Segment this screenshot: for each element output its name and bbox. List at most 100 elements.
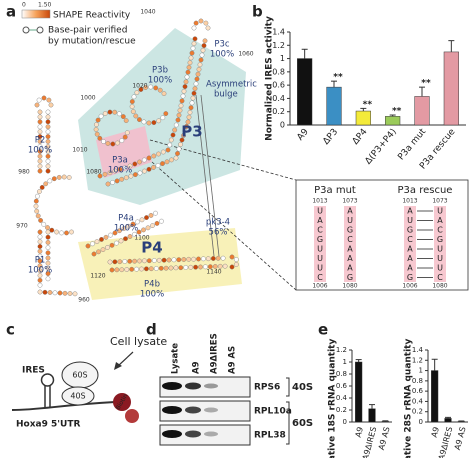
panel-label: b xyxy=(252,3,263,21)
nucleotide-letter: U xyxy=(437,254,443,263)
helix-name: P1 xyxy=(35,256,46,266)
nucleotide xyxy=(112,109,118,115)
nucleotide xyxy=(122,259,128,264)
nucleotide-letter: A xyxy=(347,245,353,254)
bar xyxy=(326,86,342,126)
bar xyxy=(431,370,439,423)
nucleotide xyxy=(189,50,195,56)
y-tick-label: 0.4 xyxy=(412,397,424,405)
nucleotide xyxy=(37,144,43,149)
nucleotide xyxy=(109,242,115,248)
nucleotide xyxy=(202,264,208,270)
nucleotide xyxy=(69,229,74,235)
nucleotide-letter: A xyxy=(407,207,413,216)
nucleotide xyxy=(62,290,68,296)
nucleotide xyxy=(110,179,116,185)
nucleotide xyxy=(194,76,200,82)
nucleotide-letter: A xyxy=(407,245,413,254)
nucleotide xyxy=(37,273,43,278)
nucleotide-letter: U xyxy=(437,207,443,216)
lane-label: A9ΔIRES xyxy=(210,333,220,374)
nucleotide xyxy=(165,147,171,153)
sequence-highlight xyxy=(344,206,356,282)
nucleotide xyxy=(141,227,146,233)
position-number: 1006 xyxy=(312,283,327,290)
y-tick-label: 0.2 xyxy=(412,408,423,416)
nucleotide xyxy=(146,258,152,264)
nucleotide xyxy=(97,135,103,141)
nucleotide xyxy=(38,217,43,223)
nucleotide-letter: A xyxy=(347,254,353,263)
nucleotide xyxy=(148,212,154,218)
region-label: P3 xyxy=(181,123,202,141)
bar xyxy=(444,418,452,423)
nucleotide xyxy=(37,168,43,174)
position-number: 1080 xyxy=(86,169,101,176)
bar xyxy=(355,110,371,126)
nucleotide xyxy=(135,219,140,225)
nucleotide xyxy=(141,119,147,125)
nucleotide xyxy=(45,129,51,135)
nucleotide xyxy=(151,258,157,263)
nucleotide xyxy=(66,175,72,180)
nucleotide xyxy=(203,20,209,26)
nucleotide xyxy=(163,111,169,117)
nucleotide xyxy=(85,243,91,249)
nucleotide xyxy=(187,60,193,66)
position-number: 1010 xyxy=(72,147,87,154)
position-number: 1080 xyxy=(342,283,357,290)
nucleotide xyxy=(156,151,161,157)
nucleotide-letter: U xyxy=(407,216,413,225)
y-tick-label: 0 xyxy=(280,121,285,130)
lane-label: A9 xyxy=(192,361,202,374)
nucleotide xyxy=(36,97,42,103)
nucleotide-letter: G xyxy=(347,226,353,235)
y-tick-label: 1.4 xyxy=(272,28,285,37)
nucleotide xyxy=(131,94,137,100)
nucleotide xyxy=(45,168,51,174)
pseudoknot-line xyxy=(200,94,220,257)
position-number: 1040 xyxy=(140,9,155,16)
significance: ** xyxy=(363,100,373,110)
nucleotide xyxy=(114,267,120,273)
position-number: 1000 xyxy=(80,95,95,102)
nucleotide xyxy=(193,20,199,26)
nucleotide xyxy=(45,255,51,261)
nucleotide xyxy=(45,139,51,144)
helix-name: P2 xyxy=(35,136,46,146)
sequence-highlight xyxy=(404,206,416,282)
nucleotide xyxy=(143,266,149,272)
helix-support: 56% xyxy=(209,228,228,238)
lane-label: A9 AS xyxy=(228,346,238,374)
nucleotide xyxy=(93,127,99,132)
nucleotide xyxy=(190,95,196,101)
nucleotide xyxy=(178,265,184,271)
subunit-label: 60S xyxy=(292,418,313,429)
nucleotide-letter: A xyxy=(437,216,443,225)
y-tick-label: 0.2 xyxy=(336,406,347,414)
nucleotide xyxy=(123,175,129,181)
y-tick-label: 0 xyxy=(419,418,423,426)
nucleotide xyxy=(37,258,43,264)
nucleotide xyxy=(107,259,113,265)
nucleotide xyxy=(108,232,113,238)
nucleotide xyxy=(107,170,113,176)
position-number: 1060 xyxy=(238,51,253,58)
nucleotide xyxy=(127,163,133,169)
legend-max: 1.50 xyxy=(38,2,52,9)
nucleotide xyxy=(45,153,51,159)
nucleotide xyxy=(175,151,180,156)
bracket xyxy=(286,377,290,445)
nucleotide xyxy=(117,228,122,234)
nucleotide-letter: U xyxy=(347,216,353,225)
nucleotide xyxy=(181,88,187,94)
band xyxy=(185,430,201,438)
nucleotide-letter: G xyxy=(347,273,353,282)
nucleotide xyxy=(154,220,160,226)
nucleotide xyxy=(45,109,51,115)
nucleotide xyxy=(212,264,218,269)
nucleotide xyxy=(52,290,58,296)
position-number: 1073 xyxy=(432,198,447,205)
nucleotide xyxy=(45,114,51,120)
